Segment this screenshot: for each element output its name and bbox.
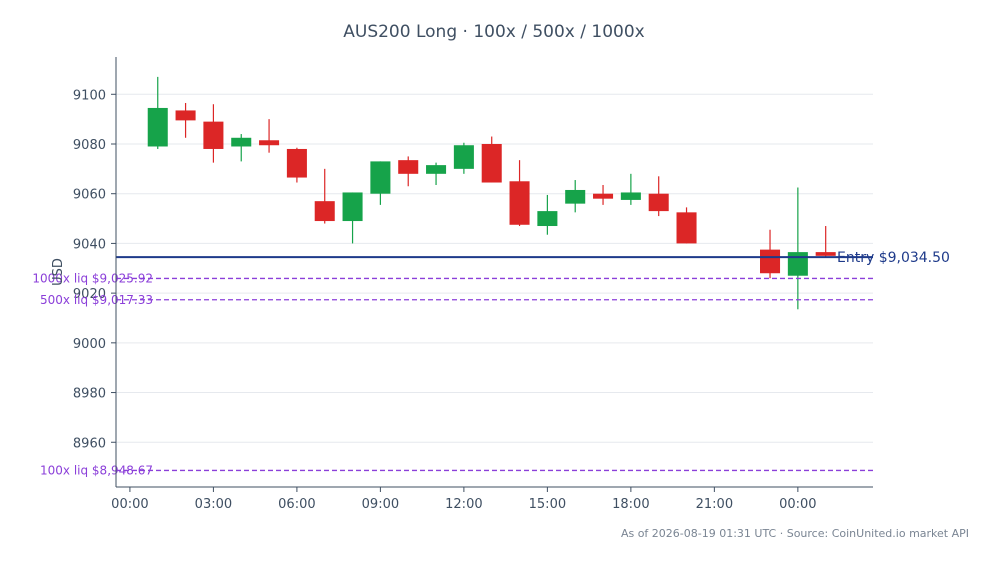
candle-body <box>314 201 335 222</box>
candle-body <box>537 211 558 227</box>
candle-body <box>259 140 280 146</box>
candle-body <box>676 212 697 244</box>
x-tick-label: 00:00 <box>111 497 148 512</box>
candle-body <box>648 193 669 212</box>
y-tick-label: 9060 <box>73 188 106 203</box>
candle-body <box>620 192 641 200</box>
y-tick-label: 9100 <box>73 88 106 103</box>
x-axis: 00:00 03:00 06:00 09:00 12:00 15:00 18:00 21:00… <box>111 487 817 512</box>
candle-body <box>453 145 474 169</box>
liquidation-label-500x: 500x liq $9,017.33 <box>40 293 153 307</box>
candle-body <box>203 121 224 149</box>
candle-body <box>509 181 530 225</box>
x-tick-label: 09:00 <box>362 497 399 512</box>
x-tick-label: 03:00 <box>195 497 232 512</box>
y-tick-label: 9020 <box>73 287 106 302</box>
y-tick-label: 8960 <box>73 436 106 451</box>
candle-body <box>342 192 363 222</box>
x-tick-label: 00:00 <box>779 497 816 512</box>
x-tick-label: 06:00 <box>278 497 315 512</box>
candle-body <box>147 107 168 147</box>
liquidation-label-1000x: 1000x liq $9,025.92 <box>32 271 153 285</box>
chart-title: AUS200 Long · 100x / 500x / 1000x <box>343 22 644 42</box>
x-tick-label: 21:00 <box>696 497 733 512</box>
x-tick-label: 18:00 <box>612 497 649 512</box>
levels: 1000x liq $9,025.92 500x liq $9,017.33 100… <box>32 250 950 477</box>
candle-body <box>231 137 252 147</box>
candles <box>147 76 836 310</box>
liquidation-label-100x: 100x liq $8,948.67 <box>40 463 153 477</box>
candle-body <box>481 143 502 183</box>
candle-body <box>286 148 307 178</box>
y-tick-label: 9000 <box>73 337 106 352</box>
candle-body <box>787 252 808 276</box>
entry-label: Entry $9,034.50 <box>837 250 950 266</box>
candle-body <box>426 165 447 174</box>
y-tick-label: 9080 <box>73 138 106 153</box>
candle-body <box>370 161 391 194</box>
candle-body <box>398 160 419 174</box>
candle-body <box>175 110 196 121</box>
y-tick-label: 8980 <box>73 387 106 402</box>
y-axis-label: USD <box>51 258 66 286</box>
footer-note: As of 2026-08-19 01:31 UTC · Source: Coi… <box>621 527 969 540</box>
candle-body <box>565 189 586 204</box>
y-tick-label: 9040 <box>73 237 106 252</box>
x-tick-label: 15:00 <box>529 497 566 512</box>
candle-body <box>760 249 781 274</box>
y-axis: 8960 8980 9000 9020 9040 9060 9080 9100 <box>73 88 116 451</box>
candle-body <box>815 252 836 256</box>
x-tick-label: 12:00 <box>445 497 482 512</box>
candle-body <box>593 193 614 199</box>
